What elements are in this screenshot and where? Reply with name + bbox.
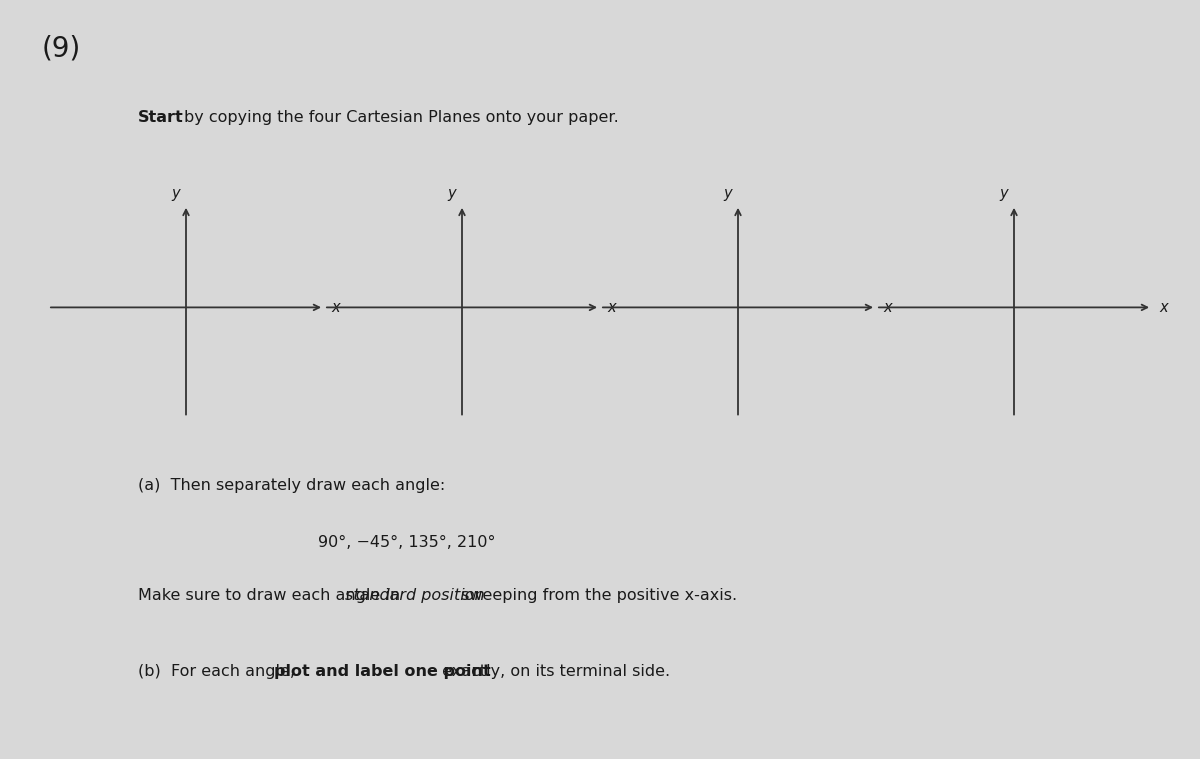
Text: 90°, −45°, 135°, 210°: 90°, −45°, 135°, 210° — [318, 535, 496, 550]
Text: Start: Start — [138, 110, 184, 125]
Text: x: x — [331, 300, 340, 315]
Text: y: y — [172, 186, 180, 201]
Text: sweeping from the positive x-axis.: sweeping from the positive x-axis. — [456, 588, 737, 603]
Text: x: x — [1159, 300, 1168, 315]
Text: (9): (9) — [42, 34, 82, 62]
Text: x: x — [883, 300, 892, 315]
Text: standard position: standard position — [346, 588, 485, 603]
Text: y: y — [1000, 186, 1008, 201]
Text: y: y — [724, 186, 732, 201]
Text: x: x — [607, 300, 616, 315]
Text: plot and label one point: plot and label one point — [274, 664, 491, 679]
Text: by copying the four Cartesian Planes onto your paper.: by copying the four Cartesian Planes ont… — [184, 110, 618, 125]
Text: (a)  Then separately draw each angle:: (a) Then separately draw each angle: — [138, 478, 445, 493]
Text: y: y — [448, 186, 456, 201]
Text: Make sure to draw each angle in: Make sure to draw each angle in — [138, 588, 406, 603]
Text: (b)  For each angle,: (b) For each angle, — [138, 664, 300, 679]
Text: exactly, on its terminal side.: exactly, on its terminal side. — [437, 664, 671, 679]
